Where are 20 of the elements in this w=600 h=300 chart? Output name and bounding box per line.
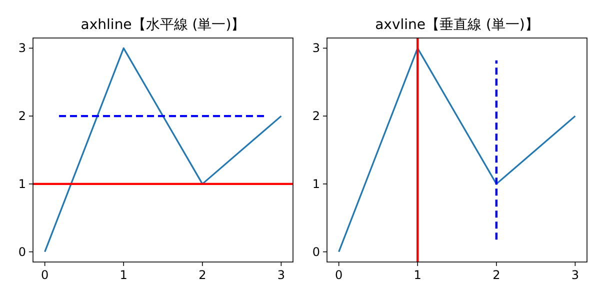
x-tick-label: 3 <box>571 268 579 282</box>
y-tick-label: 0 <box>18 244 26 259</box>
x-tick-label: 0 <box>41 268 49 282</box>
x-tick-label: 0 <box>335 268 343 282</box>
x-tick-label: 1 <box>414 268 422 282</box>
y-tick-label: 1 <box>18 176 26 191</box>
line-series <box>338 47 576 253</box>
x-tick-label: 3 <box>277 268 285 282</box>
y-tick-label: 2 <box>312 109 320 124</box>
line-series <box>44 47 282 253</box>
x-tick-label: 1 <box>120 268 128 282</box>
chart-title: axhline【水平線 (単一)】 <box>80 17 246 33</box>
x-tick-label: 2 <box>198 268 206 282</box>
chart-title: axvline【垂直線 (単一)】 <box>375 17 539 33</box>
x-tick-label: 2 <box>492 268 500 282</box>
y-tick-label: 3 <box>18 41 26 56</box>
y-tick-label: 3 <box>312 41 320 56</box>
y-tick-label: 2 <box>18 109 26 124</box>
y-tick-label: 1 <box>312 176 320 191</box>
y-tick-label: 0 <box>312 244 320 259</box>
